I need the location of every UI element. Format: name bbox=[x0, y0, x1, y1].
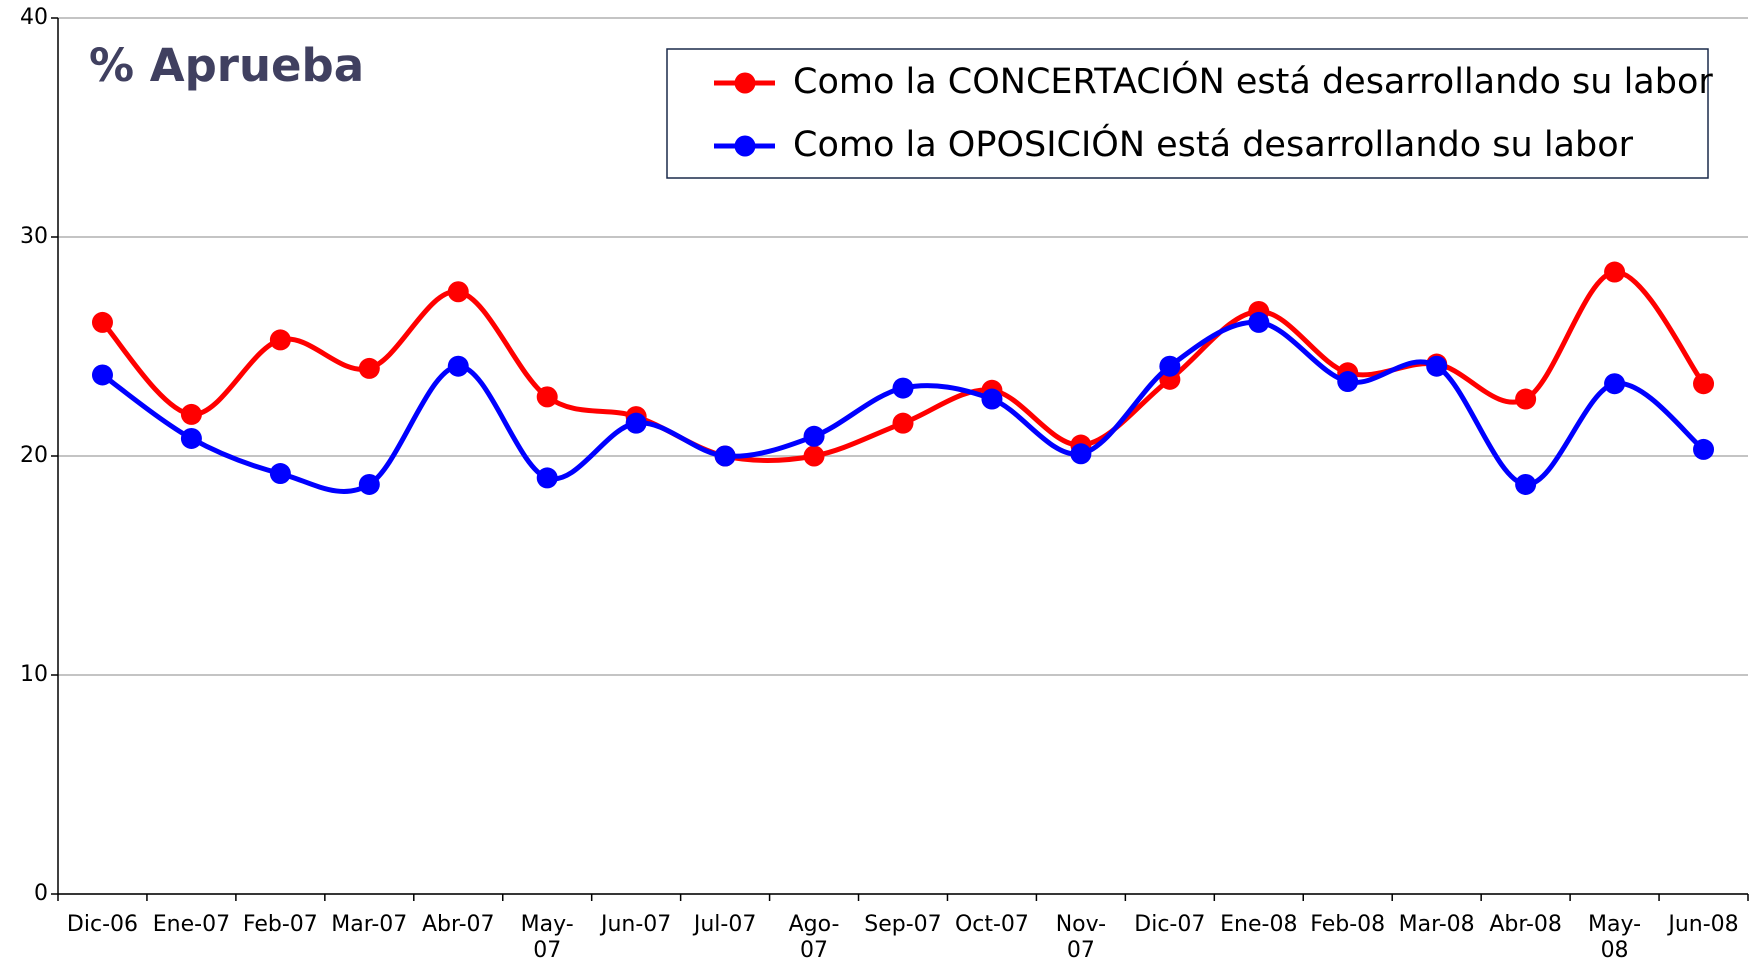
x-tick-label: Ene-07 bbox=[152, 912, 231, 937]
x-tick-label: May- 08 bbox=[1588, 912, 1642, 963]
marker bbox=[269, 463, 291, 485]
y-tick-label: 10 bbox=[20, 662, 48, 687]
legend-box bbox=[666, 48, 1709, 179]
y-tick-label: 0 bbox=[34, 881, 48, 906]
x-tick-label: Ene-08 bbox=[1220, 912, 1298, 937]
x-tick-label: May- 07 bbox=[520, 912, 574, 963]
marker bbox=[536, 467, 558, 489]
marker bbox=[358, 357, 380, 379]
marker bbox=[269, 329, 291, 351]
marker bbox=[803, 445, 825, 467]
marker bbox=[358, 473, 380, 495]
marker bbox=[536, 386, 558, 408]
x-tick-label: Dic-07 bbox=[1134, 912, 1206, 937]
marker bbox=[1604, 261, 1626, 283]
x-tick-label: Abr-08 bbox=[1489, 912, 1562, 937]
marker bbox=[180, 427, 202, 449]
marker bbox=[1693, 438, 1715, 460]
x-tick-label: Oct-07 bbox=[954, 912, 1029, 937]
marker bbox=[1515, 473, 1537, 495]
marker bbox=[1693, 373, 1715, 395]
x-tick-label: Feb-07 bbox=[242, 912, 318, 937]
marker bbox=[981, 388, 1003, 410]
marker bbox=[91, 311, 113, 333]
marker bbox=[447, 281, 469, 303]
marker bbox=[447, 355, 469, 377]
marker bbox=[892, 377, 914, 399]
marker bbox=[1337, 371, 1359, 393]
marker bbox=[714, 445, 736, 467]
x-tick-label: Jun-08 bbox=[1668, 912, 1739, 937]
x-tick-label: Jun-07 bbox=[600, 912, 672, 937]
legend-label: Como la CONCERTACIÓN está desarrollando … bbox=[793, 60, 1713, 102]
chart-title: % Aprueba bbox=[89, 39, 364, 92]
marker bbox=[625, 412, 647, 434]
series-line bbox=[101, 319, 1706, 494]
marker bbox=[892, 412, 914, 434]
x-tick-label: Jul-07 bbox=[693, 912, 757, 937]
x-tick-label: Mar-08 bbox=[1398, 912, 1475, 937]
marker bbox=[1248, 311, 1270, 333]
x-tick-label: Dic-06 bbox=[66, 912, 139, 937]
x-tick-label: Sep-07 bbox=[864, 912, 942, 937]
legend-label: Como la OPOSICIÓN está desarrollando su … bbox=[793, 123, 1634, 165]
x-tick-label: Feb-08 bbox=[1310, 912, 1386, 937]
marker bbox=[91, 364, 113, 386]
y-tick-label: 20 bbox=[20, 443, 48, 468]
marker bbox=[1515, 388, 1537, 410]
y-tick-label: 40 bbox=[20, 5, 48, 30]
marker bbox=[803, 425, 825, 447]
legend-marker bbox=[734, 135, 756, 157]
marker bbox=[1070, 443, 1092, 465]
x-tick-label: Nov- 07 bbox=[1055, 912, 1107, 963]
x-tick-label: Mar-07 bbox=[331, 912, 408, 937]
marker bbox=[1426, 355, 1448, 377]
legend-marker bbox=[734, 72, 756, 94]
y-tick-label: 30 bbox=[20, 224, 48, 249]
marker bbox=[180, 403, 202, 425]
x-tick-label: Abr-07 bbox=[421, 912, 495, 937]
marker bbox=[1604, 373, 1626, 395]
x-tick-label: Ago- 07 bbox=[788, 912, 840, 963]
marker bbox=[1159, 355, 1181, 377]
